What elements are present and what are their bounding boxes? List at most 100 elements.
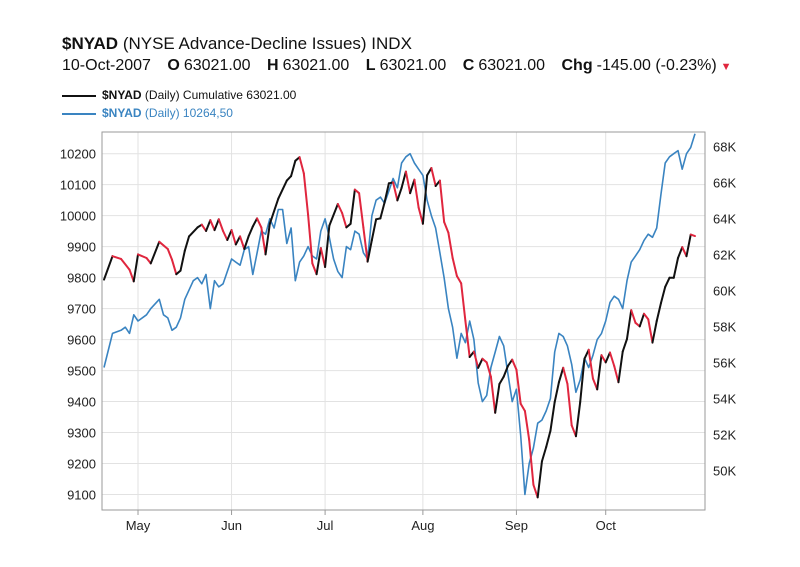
- right-tick-label: 50K: [713, 463, 736, 478]
- series-cumulative-segment: [183, 235, 191, 252]
- series-cumulative-segment: [222, 230, 229, 241]
- series-cumulative-segment: [230, 229, 237, 246]
- left-tick-label: 9300: [67, 426, 96, 441]
- series-cumulative-segment: [638, 312, 645, 328]
- series-cumulative-segment: [302, 172, 310, 216]
- series-cumulative-segment: [234, 235, 242, 246]
- series-cumulative-segment: [205, 219, 212, 232]
- series-cumulative-segment: [621, 338, 628, 353]
- series-cumulative-segment: [277, 179, 288, 200]
- series-cumulative-segment: [625, 309, 633, 340]
- series-cumulative-segment: [540, 446, 548, 463]
- right-tick-label: 66K: [713, 175, 736, 190]
- series-cumulative-segment: [226, 229, 233, 241]
- left-tick-label: 9700: [67, 302, 96, 317]
- open-label: O: [167, 57, 180, 74]
- left-tick-label: 9400: [67, 395, 96, 410]
- series-cumulative-segment: [247, 225, 254, 238]
- legend-text: (Daily) Cumulative 63021.00: [144, 88, 297, 102]
- series-cumulative-segment: [366, 239, 373, 263]
- series-cumulative-segment: [587, 348, 594, 380]
- series-cumulative-segment: [464, 320, 471, 358]
- series-cumulative-segment: [341, 212, 348, 229]
- legend-swatch-cumulative: [62, 94, 96, 97]
- series-cumulative-segment: [392, 181, 399, 202]
- series-cumulative-segment: [604, 351, 611, 364]
- series-cumulative-segment: [515, 368, 522, 405]
- series-cumulative-segment: [659, 285, 667, 304]
- series-cumulative-segment: [613, 365, 620, 384]
- right-tick-label: 54K: [713, 391, 736, 406]
- series-cumulative-segment: [328, 203, 339, 227]
- series-cumulative-segment: [655, 302, 662, 322]
- legend-item-daily: $NYAD (Daily) 10264,50: [62, 106, 233, 120]
- title-name: (NYSE Advance-Decline Issues) INDX: [122, 34, 412, 53]
- ohlc-row: 10-Oct-2007 O 63021.00 H 63021.00 L 63021.0…: [62, 57, 732, 75]
- series-cumulative-segment: [642, 312, 650, 321]
- series-cumulative-segment: [685, 233, 692, 258]
- quote-date: 10-Oct-2007: [62, 57, 151, 74]
- series-cumulative-segment: [455, 275, 463, 285]
- series-cumulative-segment: [128, 268, 135, 283]
- series-cumulative-segment: [251, 217, 259, 228]
- x-tick-label: May: [126, 518, 151, 533]
- series-cumulative-segment: [120, 257, 131, 271]
- right-tick-label: 62K: [713, 247, 736, 262]
- plot-frame: [101, 131, 706, 511]
- high-label: H: [267, 57, 279, 74]
- series-cumulative-segment: [502, 365, 509, 378]
- series-cumulative-segment: [574, 401, 582, 438]
- series-cumulative-segment: [171, 258, 178, 276]
- legend-symbol: $NYAD: [102, 106, 142, 120]
- close-value: 63021.00: [478, 57, 546, 74]
- series-cumulative-segment: [600, 354, 607, 364]
- series-cumulative-segment: [438, 179, 446, 223]
- series-cumulative-segment: [358, 192, 365, 229]
- left-tick-label: 10100: [60, 178, 96, 193]
- left-tick-label: 9600: [67, 333, 96, 348]
- series-cumulative-segment: [413, 178, 420, 209]
- right-tick-label: 68K: [713, 139, 736, 154]
- series-cumulative-segment: [557, 366, 565, 384]
- x-tick-label: Aug: [411, 518, 434, 533]
- series-cumulative-segment: [379, 201, 386, 220]
- series-cumulative-segment: [324, 224, 331, 268]
- series-cumulative-segment: [319, 247, 327, 268]
- series-cumulative-segment: [336, 203, 344, 214]
- series-cumulative-segment: [383, 182, 390, 204]
- series-cumulative-segment: [349, 188, 356, 225]
- change-label: Chg: [561, 57, 593, 74]
- right-tick-label: 64K: [713, 211, 736, 226]
- series-cumulative-segment: [290, 159, 297, 178]
- change-value: -145.00 (-0.23%): [596, 57, 717, 74]
- series-cumulative-segment: [217, 218, 225, 232]
- series-cumulative-segment: [103, 255, 114, 281]
- series-cumulative-segment: [549, 401, 556, 432]
- series-cumulative-segment: [137, 253, 148, 259]
- x-tick-label: Jul: [317, 518, 334, 533]
- left-tick-label: 9100: [67, 488, 96, 503]
- series-cumulative-segment: [111, 255, 123, 260]
- series-cumulative-segment: [553, 381, 560, 403]
- series-cumulative-segment: [647, 318, 654, 344]
- legend-item-cumulative: $NYAD (Daily) Cumulative 63021.00: [62, 88, 296, 102]
- series-cumulative-segment: [400, 170, 407, 189]
- series-cumulative-segment: [243, 235, 250, 250]
- open-value: 63021.00: [183, 57, 251, 74]
- series-cumulative-segment: [188, 226, 199, 238]
- series-cumulative-segment: [239, 235, 246, 250]
- right-tick-label: 56K: [713, 355, 736, 370]
- series-cumulative-segment: [362, 226, 369, 263]
- triangle-down-icon: ▼: [720, 61, 732, 73]
- series-cumulative-segment: [209, 219, 216, 232]
- series-cumulative-segment: [315, 247, 322, 276]
- series-cumulative-segment: [689, 233, 696, 238]
- series-cumulative-segment: [213, 218, 220, 232]
- series-cumulative-segment: [370, 218, 378, 241]
- legend-swatch-daily: [62, 112, 96, 115]
- series-cumulative-segment: [200, 223, 208, 232]
- series-cumulative-segment: [630, 309, 637, 324]
- series-cumulative-segment: [498, 375, 505, 385]
- series-cumulative-segment: [511, 358, 518, 371]
